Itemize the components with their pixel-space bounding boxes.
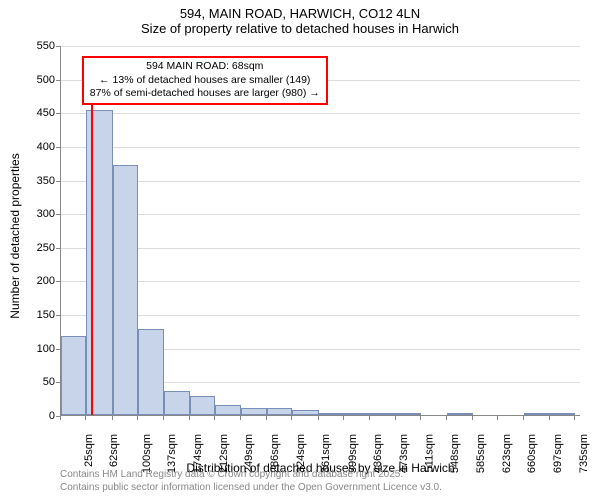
xtick-mark [163, 416, 164, 420]
histogram-bar [61, 336, 86, 415]
histogram-bar [113, 165, 138, 415]
xtick-mark [214, 416, 215, 420]
chart-container: Number of detached properties 0501001502… [0, 36, 600, 456]
ytick-label: 150 [15, 309, 55, 321]
xtick-mark [318, 416, 319, 420]
xtick-label: 660sqm [526, 434, 538, 473]
histogram-bar [164, 391, 190, 415]
xtick-label: 585sqm [475, 434, 487, 473]
annotation-line1: 594 MAIN ROAD: 68sqm [90, 60, 320, 74]
xtick-mark [112, 416, 113, 420]
xtick-mark [523, 416, 524, 420]
footer-line1: Contains HM Land Registry data © Crown c… [60, 468, 442, 481]
ytick-label: 300 [15, 208, 55, 220]
ytick-label: 250 [15, 242, 55, 254]
ytick-label: 350 [15, 175, 55, 187]
xtick-mark [472, 416, 473, 420]
histogram-bar [190, 396, 215, 415]
xtick-mark [343, 416, 344, 420]
footer-attribution: Contains HM Land Registry data © Crown c… [60, 468, 442, 494]
histogram-bar [524, 413, 550, 415]
chart-title-sub: Size of property relative to detached ho… [0, 21, 600, 36]
histogram-bar [241, 408, 267, 415]
ytick-label: 50 [15, 376, 55, 388]
xtick-mark [189, 416, 190, 420]
histogram-bar [319, 413, 344, 415]
xtick-mark [60, 416, 61, 420]
histogram-bar [344, 413, 369, 415]
xtick-label: 62sqm [109, 434, 121, 467]
property-marker-line [91, 58, 93, 415]
xtick-mark [574, 416, 575, 420]
xtick-mark [395, 416, 396, 420]
xtick-mark [497, 416, 498, 420]
xtick-mark [137, 416, 138, 420]
histogram-bar [267, 408, 292, 415]
chart-title-main: 594, MAIN ROAD, HARWICH, CO12 4LN [0, 0, 600, 21]
xtick-mark [266, 416, 267, 420]
xtick-mark [420, 416, 421, 420]
xtick-mark [446, 416, 447, 420]
xtick-label: 623sqm [501, 434, 513, 473]
ytick-label: 400 [15, 141, 55, 153]
ytick-label: 500 [15, 74, 55, 86]
gridline [61, 113, 580, 114]
histogram-bar [396, 413, 421, 415]
footer-line2: Contains public sector information licen… [60, 481, 442, 494]
annotation-line3: 87% of semi-detached houses are larger (… [90, 87, 320, 101]
histogram-bar [550, 413, 575, 415]
xtick-label: 511sqm [423, 434, 435, 472]
xtick-label: 697sqm [552, 434, 564, 473]
gridline [61, 214, 580, 215]
xtick-mark [369, 416, 370, 420]
annotation-box: 594 MAIN ROAD: 68sqm ← 13% of detached h… [82, 56, 328, 105]
xtick-label: 548sqm [449, 434, 461, 473]
xtick-mark [291, 416, 292, 420]
plot-area: 594 MAIN ROAD: 68sqm ← 13% of detached h… [60, 46, 580, 416]
gridline [61, 147, 580, 148]
ytick-label: 550 [15, 40, 55, 52]
xtick-label: 735sqm [578, 434, 590, 473]
gridline [61, 181, 580, 182]
histogram-bar [447, 413, 473, 415]
histogram-bar [292, 410, 318, 415]
gridline [61, 315, 580, 316]
annotation-line2: ← 13% of detached houses are smaller (14… [90, 74, 320, 88]
xtick-label: 25sqm [83, 434, 95, 467]
ytick-label: 450 [15, 107, 55, 119]
gridline [61, 46, 580, 47]
ytick-label: 100 [15, 343, 55, 355]
xtick-mark [240, 416, 241, 420]
ytick-label: 0 [15, 410, 55, 422]
xtick-mark [85, 416, 86, 420]
xtick-mark [549, 416, 550, 420]
histogram-bar [138, 329, 163, 415]
ytick-label: 200 [15, 275, 55, 287]
gridline [61, 281, 580, 282]
gridline [61, 248, 580, 249]
histogram-bar [215, 405, 240, 415]
histogram-bar [370, 413, 396, 415]
